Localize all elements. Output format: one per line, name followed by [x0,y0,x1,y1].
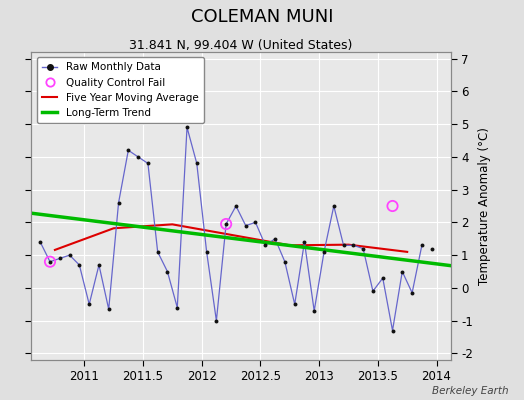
Point [124,147,133,154]
Point [359,245,367,252]
Point [261,242,269,248]
Point [340,242,348,248]
Point [310,308,319,314]
Point [290,301,299,308]
Point [378,275,387,281]
Title: 31.841 N, 99.404 W (United States): 31.841 N, 99.404 W (United States) [129,39,353,52]
Point [104,306,113,312]
Point [271,236,279,242]
Point [85,301,93,308]
Point [46,258,54,265]
Point [75,262,83,268]
Point [36,239,45,245]
Point [173,304,181,311]
Point [212,318,221,324]
Y-axis label: Temperature Anomaly (°C): Temperature Anomaly (°C) [478,127,492,285]
Point [252,219,260,226]
Point [163,268,171,275]
Text: COLEMAN MUNI: COLEMAN MUNI [191,8,333,26]
Point [320,249,328,255]
Point [193,160,201,167]
Point [183,124,191,130]
Point [398,268,407,275]
Point [222,221,231,227]
Text: Berkeley Earth: Berkeley Earth [432,386,508,396]
Point [46,258,54,265]
Point [281,258,289,265]
Legend: Raw Monthly Data, Quality Control Fail, Five Year Moving Average, Long-Term Tren: Raw Monthly Data, Quality Control Fail, … [37,57,204,123]
Point [134,154,142,160]
Point [114,200,123,206]
Point [95,262,103,268]
Point [242,222,250,229]
Point [222,221,231,227]
Point [232,203,240,209]
Point [330,203,338,209]
Point [202,249,211,255]
Point [388,327,397,334]
Point [408,290,416,296]
Point [369,288,377,294]
Point [300,239,309,245]
Point [56,255,64,262]
Point [66,252,74,258]
Point [418,242,426,248]
Point [154,249,162,255]
Point [388,203,397,209]
Point [349,242,357,248]
Point [428,245,436,252]
Point [144,160,152,167]
